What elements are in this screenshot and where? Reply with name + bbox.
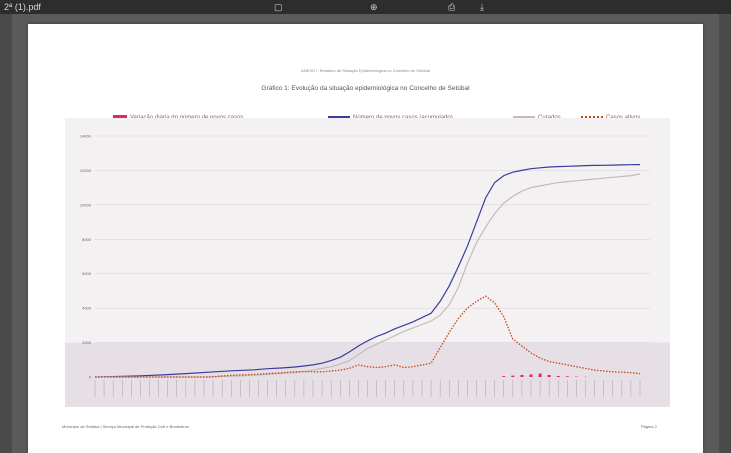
print-icon[interactable]: ⎙ xyxy=(448,2,456,12)
y-tick-label: 6000 xyxy=(82,271,92,276)
document-header: ANEXO I: Relatório de Situação Epidemiol… xyxy=(301,68,430,73)
y-tick-label: 12000 xyxy=(80,168,92,173)
y-tick-label: 10000 xyxy=(80,202,92,207)
y-tick-label: 14000 xyxy=(80,134,92,139)
y-tick-label: 8000 xyxy=(82,237,92,242)
legend-swatch-active xyxy=(581,116,603,119)
fullscreen-icon[interactable]: ▢ xyxy=(274,2,283,12)
chart-title: Gráfico 1: Evolução da situação epidemio… xyxy=(261,85,470,92)
bar xyxy=(511,375,515,377)
bar xyxy=(556,375,560,377)
download-icon[interactable]: ⤓ xyxy=(480,2,484,12)
legend-swatch-daily xyxy=(113,115,127,120)
series-line-1 xyxy=(94,164,641,378)
bar xyxy=(565,376,569,377)
document-footer-left: Município de Setúbal | Serviço Municipal… xyxy=(62,424,189,429)
bar xyxy=(529,374,533,377)
y-tick-label: 2000 xyxy=(82,340,92,345)
series-line-2 xyxy=(95,173,641,378)
viewer-toolbar: 2ª (1).pdf ▢ ⊕ ⎙ ⤓ xyxy=(0,0,731,14)
bar xyxy=(520,374,524,377)
bar xyxy=(547,374,551,377)
y-tick-label: 4000 xyxy=(82,306,92,311)
legend-swatch-recovered xyxy=(513,115,535,119)
bar xyxy=(502,376,506,377)
bar xyxy=(538,373,542,377)
document-filename: 2ª (1).pdf xyxy=(4,2,41,12)
zoom-in-icon[interactable]: ⊕ xyxy=(370,2,378,12)
legend-swatch-cumulative xyxy=(328,115,350,119)
y-tick-label: 0 xyxy=(89,375,92,380)
page-number: Página 2 xyxy=(641,424,657,429)
